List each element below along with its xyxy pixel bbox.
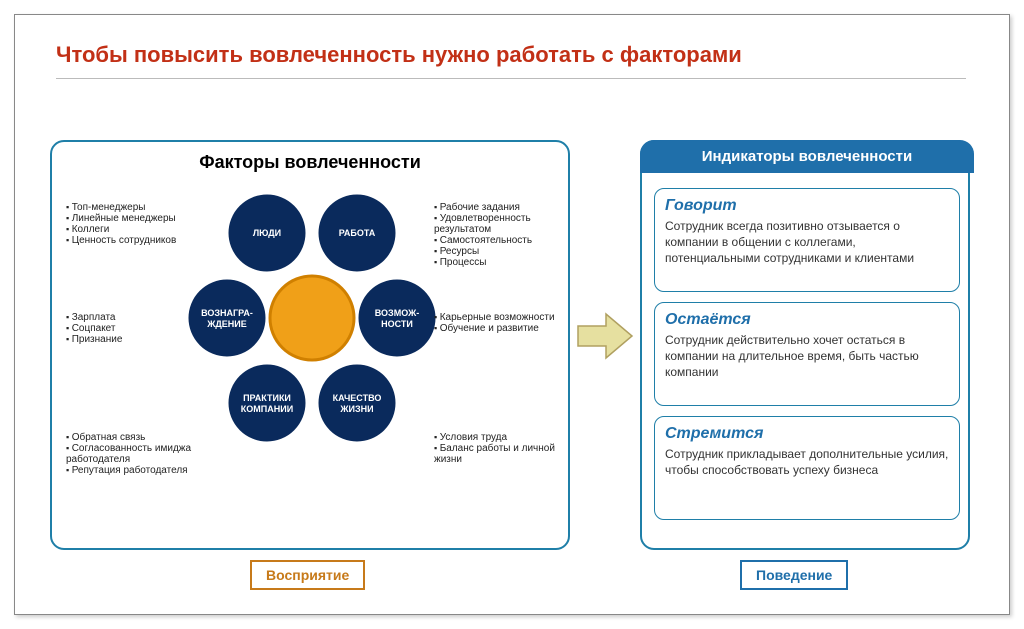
svg-text:КАЧЕСТВО: КАЧЕСТВО (333, 393, 382, 403)
indicator-title-1: Говорит (665, 197, 949, 215)
indicators-panel: Индикаторы вовлеченности Говорит Сотрудн… (640, 140, 970, 550)
factor-item: Обратная связь (66, 432, 206, 443)
factor-list-quality: Условия трудаБаланс работы и личной жизн… (434, 432, 564, 465)
factor-list-work: Рабочие заданияУдовлетворенность результ… (434, 202, 564, 268)
factor-item: Коллеги (66, 224, 186, 235)
indicator-text-1: Сотрудник всегда позитивно отзывается о … (665, 218, 949, 267)
svg-text:ВОЗНАГРА-: ВОЗНАГРА- (201, 308, 253, 318)
factor-item: Обучение и развитие (434, 323, 564, 334)
title-rule (56, 78, 966, 79)
indicator-card-3: Стремится Сотрудник прикладывает дополни… (654, 416, 960, 520)
factor-item: Баланс работы и личной жизни (434, 443, 564, 465)
factor-item: Соцпакет (66, 323, 186, 334)
factor-list-practice: Обратная связьСогласованность имиджа раб… (66, 432, 206, 476)
factor-item: Признание (66, 334, 186, 345)
factor-item: Удовлетворенность результатом (434, 213, 564, 235)
factor-item: Самостоятельность (434, 235, 564, 246)
factor-item: Условия труда (434, 432, 564, 443)
svg-text:ЖИЗНИ: ЖИЗНИ (339, 404, 373, 414)
factor-item: Ценность сотрудников (66, 235, 186, 246)
factors-panel-title: Факторы вовлеченности (52, 152, 568, 173)
factor-list-opport: Карьерные возможностиОбучение и развитие (434, 312, 564, 334)
factor-item: Карьерные возможности (434, 312, 564, 323)
svg-text:ЛЮДИ: ЛЮДИ (253, 228, 281, 238)
indicators-header: Индикаторы вовлеченности (640, 140, 974, 173)
indicator-card-2: Остаётся Сотрудник действительно хочет о… (654, 302, 960, 406)
indicator-card-1: Говорит Сотрудник всегда позитивно отзыв… (654, 188, 960, 292)
svg-text:РАБОТА: РАБОТА (339, 228, 376, 238)
indicator-title-2: Остаётся (665, 311, 949, 329)
svg-text:НОСТИ: НОСТИ (381, 319, 413, 329)
svg-text:ВОЗМОЖ-: ВОЗМОЖ- (375, 308, 419, 318)
factor-list-people: Топ-менеджерыЛинейные менеджерыКоллегиЦе… (66, 202, 186, 246)
factors-panel: Факторы вовлеченности ЛЮДИ РАБОТА ВОЗНАГРА… (50, 140, 570, 550)
indicator-text-3: Сотрудник прикладывает дополнительные ус… (665, 446, 949, 478)
indicator-text-2: Сотрудник действительно хочет остаться в… (665, 332, 949, 381)
factor-item: Ресурсы (434, 246, 564, 257)
factor-item: Зарплата (66, 312, 186, 323)
footer-behavior: Поведение (740, 560, 848, 590)
indicator-title-3: Стремится (665, 425, 949, 443)
svg-text:ЖДЕНИЕ: ЖДЕНИЕ (206, 319, 247, 329)
factor-item: Процессы (434, 257, 564, 268)
svg-text:КОМПАНИИ: КОМПАНИИ (241, 404, 293, 414)
footer-perception: Восприятие (250, 560, 365, 590)
factor-item: Репутация работодателя (66, 465, 206, 476)
factor-list-reward: ЗарплатаСоцпакетПризнание (66, 312, 186, 345)
main-title: Чтобы повысить вовлеченность нужно работ… (56, 42, 742, 68)
factor-item: Линейные менеджеры (66, 213, 186, 224)
arrow-icon (576, 310, 636, 362)
svg-text:ПРАКТИКИ: ПРАКТИКИ (243, 393, 291, 403)
factor-item: Топ-менеджеры (66, 202, 186, 213)
factor-item: Рабочие задания (434, 202, 564, 213)
factor-item: Согласованность имиджа работодателя (66, 443, 206, 465)
factor-circle-diagram: ЛЮДИ РАБОТА ВОЗНАГРА-ЖДЕНИЕ ВОЗМОЖ-НОСТИ ПРА… (177, 188, 447, 458)
